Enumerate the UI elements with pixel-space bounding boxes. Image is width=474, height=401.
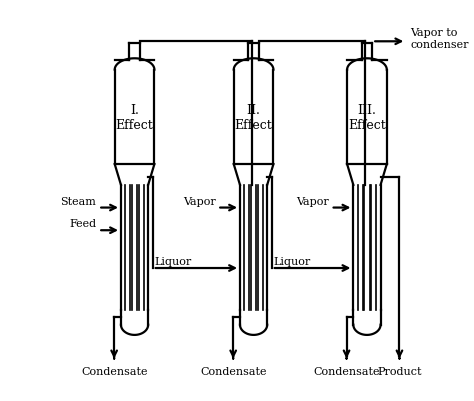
Text: Condensate: Condensate [81, 366, 147, 376]
Text: Feed: Feed [69, 219, 96, 229]
Text: Vapor: Vapor [296, 196, 329, 206]
Text: Liquor: Liquor [273, 257, 311, 267]
Text: II.
Effect: II. Effect [235, 103, 273, 132]
Text: Condensate: Condensate [313, 366, 380, 376]
Text: Condensate: Condensate [200, 366, 266, 376]
Text: Vapor to
condenser: Vapor to condenser [410, 28, 468, 50]
Text: Product: Product [377, 366, 422, 376]
Text: Liquor: Liquor [155, 257, 192, 267]
Text: I.
Effect: I. Effect [116, 103, 154, 132]
Text: Steam: Steam [61, 196, 96, 206]
Text: Vapor: Vapor [182, 196, 215, 206]
Text: III.
Effect: III. Effect [348, 103, 386, 132]
